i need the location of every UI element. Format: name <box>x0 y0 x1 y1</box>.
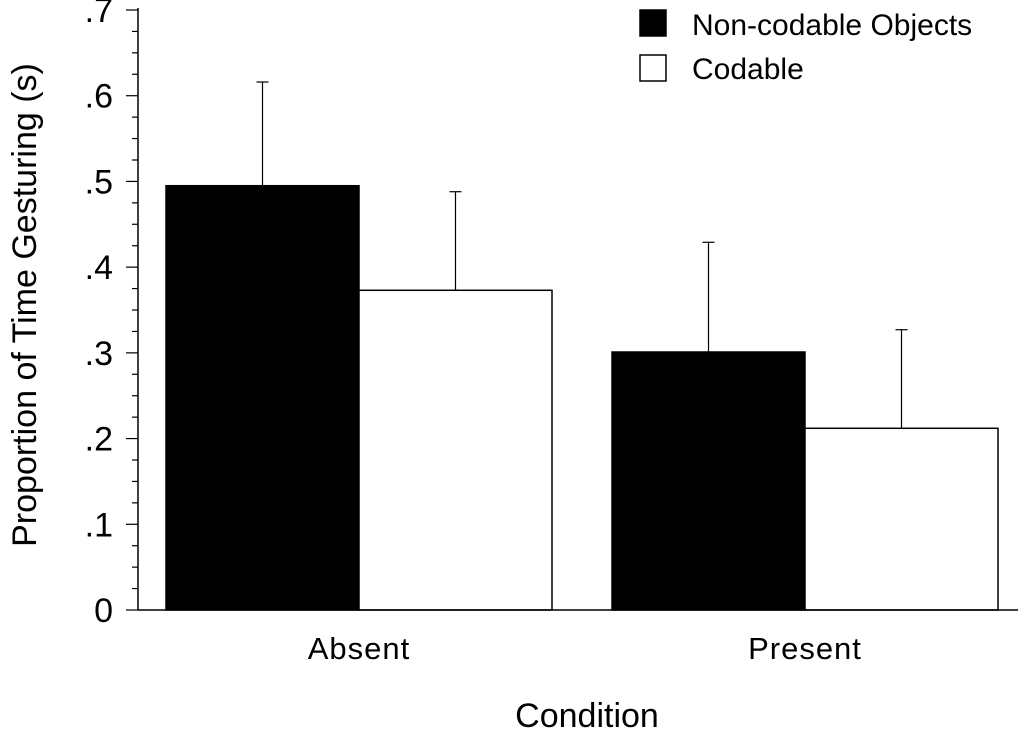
bar-codable-absent <box>358 289 553 611</box>
y-tick-label: .1 <box>85 506 113 544</box>
y-axis-title: Proportion of Time Gesturing (s) <box>6 63 44 547</box>
y-tick-label: .7 <box>85 0 113 30</box>
bars-layer <box>165 184 999 611</box>
legend-label-codable: Codable <box>692 53 804 86</box>
bar-non-codable-present <box>611 351 806 611</box>
y-tick-label: .5 <box>85 163 113 201</box>
x-category-label-present: Present <box>748 631 862 666</box>
y-tick-label: 0 <box>94 592 113 630</box>
y-tick-label: .4 <box>85 249 113 287</box>
y-tick-label: .2 <box>85 421 113 459</box>
legend-swatch-codable <box>639 54 667 82</box>
y-tick-label: .6 <box>85 78 113 116</box>
bar-non-codable-absent <box>165 184 360 611</box>
x-category-label-absent: Absent <box>308 631 411 666</box>
bar-codable-present <box>804 427 999 611</box>
x-axis-title: Condition <box>515 697 659 732</box>
y-ticks: 0 .1 .2 .3 .4 .5 .6 .7 <box>85 0 138 630</box>
y-axis <box>137 8 1018 611</box>
error-bars-layer <box>256 81 908 429</box>
y-tick-label: .3 <box>85 335 113 373</box>
x-category-labels: Absent Present <box>308 631 862 666</box>
legend: Non-codable Objects Codable <box>639 9 972 86</box>
legend-swatch-non-codable <box>639 9 667 37</box>
legend-label-non-codable: Non-codable Objects <box>692 9 972 42</box>
